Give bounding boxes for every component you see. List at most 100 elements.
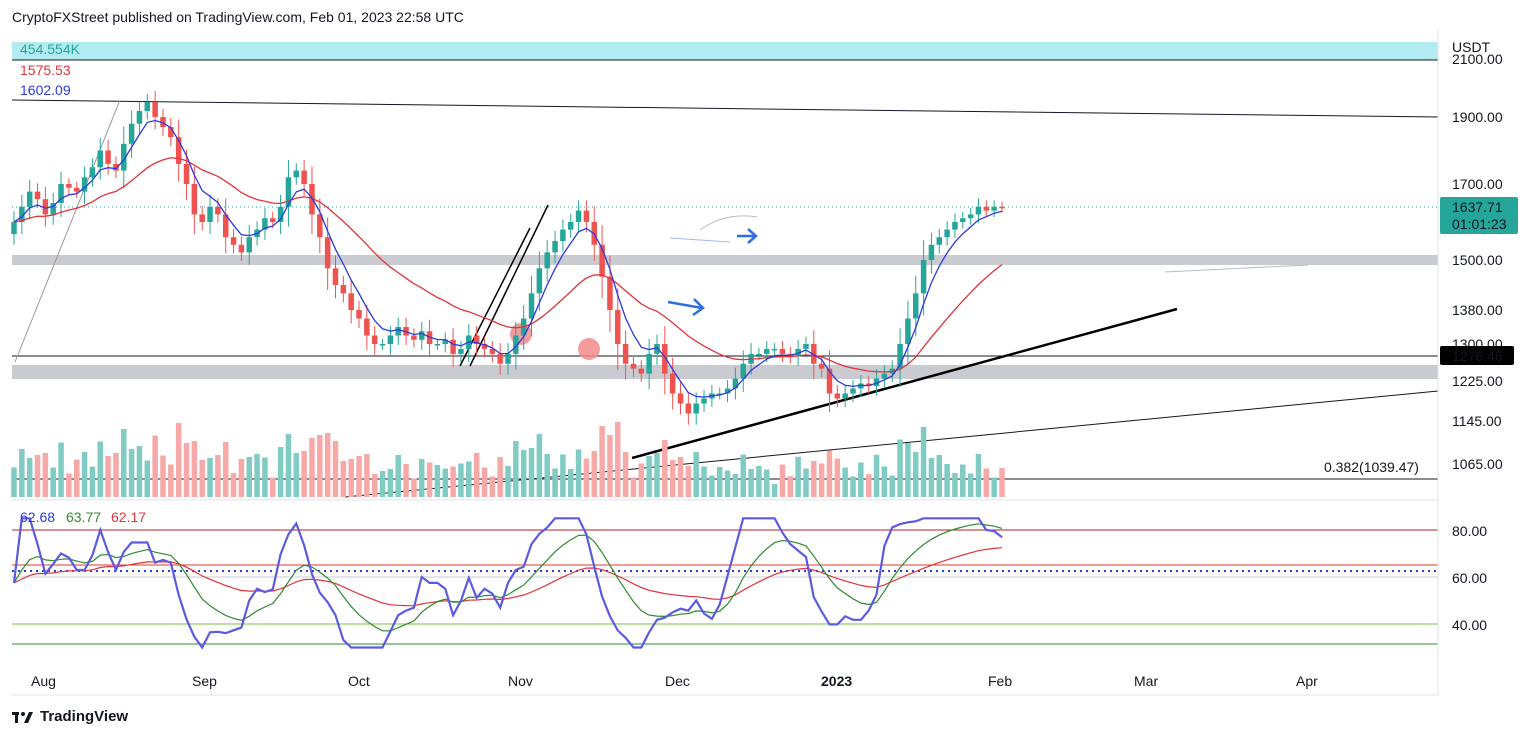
price-axis[interactable]: 2100.00 1900.00 1700.00 1500.00 1380.00 … [1452, 51, 1503, 472]
volume-bar [952, 473, 958, 497]
volume-bar [709, 475, 715, 497]
arrow-annotation-2 [667, 298, 705, 317]
candle-body [419, 331, 425, 340]
volume-bar [975, 454, 982, 497]
candle-body [952, 222, 958, 230]
volume-bar [277, 447, 284, 497]
volume-bar [246, 457, 252, 497]
volume-bar [811, 461, 817, 497]
rsi-tick: 80.00 [1452, 523, 1487, 539]
candle-body [552, 241, 558, 253]
volume-bar [583, 458, 590, 497]
time-axis[interactable]: Aug Sep Oct Nov Dec 2023 Feb Mar Apr [31, 673, 1318, 689]
volume-band [12, 42, 1438, 60]
candle-body [270, 218, 276, 222]
candle-body [73, 187, 80, 192]
volume-bars [11, 422, 1005, 497]
candle-body [975, 206, 982, 215]
time-label: Sep [192, 673, 217, 689]
candle-body [865, 383, 872, 386]
volume-bar [191, 441, 198, 497]
candle-body [881, 373, 888, 379]
candle-body [136, 111, 143, 124]
volume-bar [403, 464, 409, 497]
volume-bar [873, 454, 880, 497]
candle-body [669, 373, 676, 394]
candle-body [622, 344, 629, 364]
candle-body [960, 218, 966, 222]
volume-bar [897, 439, 903, 497]
fib-label: 0.382(1039.47) [1324, 459, 1419, 475]
marker-price-value: 1276.46 [1452, 348, 1503, 364]
tradingview-footer[interactable]: TradingView [12, 708, 128, 725]
volume-bar [991, 477, 997, 497]
volume-bar [340, 461, 347, 497]
candle-body [356, 310, 362, 319]
bold-support-trendline [631, 307, 1178, 460]
volume-bar [89, 466, 96, 497]
price-tick: 1065.00 [1452, 456, 1503, 472]
footer-brand: TradingView [40, 708, 129, 725]
ema-fast-line [13, 119, 1003, 398]
volume-bar [615, 422, 621, 497]
candle-body [779, 348, 786, 354]
volume-bar [497, 457, 503, 497]
candle-body [913, 293, 919, 319]
volume-bar [654, 453, 660, 497]
candle-body [536, 268, 543, 294]
time-label: Oct [348, 673, 370, 689]
candle-body [897, 344, 903, 369]
price-tick: 1225.00 [1452, 373, 1503, 389]
candle-body [991, 206, 997, 211]
volume-bar [999, 467, 1005, 497]
volume-bar [960, 464, 966, 497]
legend-ema-slow: 1575.53 [20, 62, 71, 78]
volume-bar [466, 461, 472, 497]
candle-body [513, 335, 519, 354]
volume-bar [685, 466, 692, 497]
time-label: Mar [1134, 673, 1158, 689]
rsi-line [12, 517, 1003, 650]
candle-body [732, 378, 739, 389]
candle-body [11, 222, 17, 235]
candle-body [285, 177, 292, 207]
volume-bar [473, 453, 480, 497]
candle-body [207, 206, 213, 222]
volume-bar [293, 453, 300, 497]
volume-bar [19, 449, 25, 497]
candle-body [489, 348, 496, 354]
volume-bar [97, 441, 103, 497]
volume-bar [81, 452, 88, 497]
candle-body [685, 403, 692, 414]
volume-bar [575, 449, 582, 497]
volume-bar [254, 454, 260, 497]
volume-bar [520, 450, 527, 497]
candle-body [42, 199, 49, 215]
candle-body [26, 191, 33, 207]
candle-body [246, 237, 252, 253]
candle-body [920, 260, 927, 294]
volume-bar [426, 462, 433, 497]
candle-body [575, 210, 582, 222]
volume-bar [50, 467, 56, 497]
candle-body [332, 268, 339, 285]
volume-bar [309, 438, 315, 497]
channel-line-b [469, 204, 549, 367]
candle-body [944, 229, 950, 238]
volume-bar [944, 464, 950, 497]
volume-bar [26, 458, 33, 497]
volume-bar [183, 443, 190, 497]
volume-bar [364, 454, 370, 497]
volume-bar [199, 460, 205, 497]
long-support-trendline [344, 390, 1439, 498]
currency-label: USDT [1452, 39, 1491, 55]
candle-body [630, 363, 637, 369]
marker-price-label [1440, 346, 1514, 365]
volume-bar [638, 463, 645, 497]
volume-bar [748, 469, 754, 497]
volume-bar [552, 468, 558, 497]
zone-1240 [12, 365, 1438, 379]
volume-bar [301, 451, 307, 497]
volume-bar [764, 469, 770, 497]
